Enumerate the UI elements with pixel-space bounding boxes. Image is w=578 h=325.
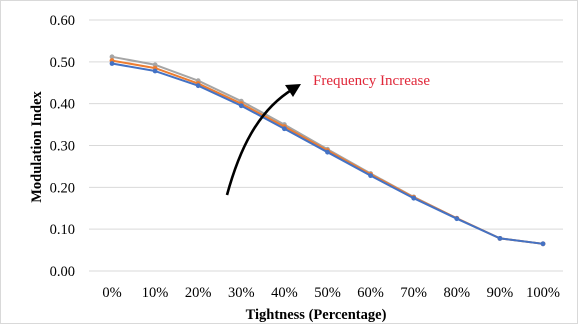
y-tick-label: 0.50 xyxy=(50,55,75,71)
frequency-increase-arrowhead xyxy=(285,84,301,97)
x-tick-label: 50% xyxy=(314,285,341,301)
y-tick-label: 0.40 xyxy=(50,97,75,113)
data-point xyxy=(411,195,417,201)
x-tick-label: 40% xyxy=(271,285,298,301)
y-tick-label: 0.00 xyxy=(50,264,75,280)
data-point xyxy=(152,68,158,74)
x-tick-label: 90% xyxy=(487,285,514,301)
x-tick-label: 20% xyxy=(185,285,212,301)
gridlines xyxy=(89,19,563,272)
x-tick-label: 70% xyxy=(400,285,427,301)
data-point xyxy=(454,216,460,222)
y-tick-label: 0.10 xyxy=(50,222,75,238)
y-axis-title: Modulation Index xyxy=(29,90,45,202)
data-point xyxy=(109,54,115,60)
data-point xyxy=(497,235,503,241)
data-point xyxy=(282,126,287,132)
x-axis-title: Tightness (Percentage) xyxy=(246,307,387,323)
x-tick-labels: 0% 10% 20% 30% 40% 50% 60% 70% 80% 90% 100% xyxy=(102,285,560,301)
data-point xyxy=(195,83,201,89)
x-tick-label: 60% xyxy=(357,285,384,301)
data-point xyxy=(368,173,373,179)
y-tick-label: 0.60 xyxy=(50,13,75,29)
annotation-group: Frequency Increase xyxy=(225,73,430,196)
x-tick-label: 0% xyxy=(102,285,121,301)
frequency-increase-label: Frequency Increase xyxy=(313,73,430,89)
y-tick-label: 0.30 xyxy=(50,139,75,155)
x-tick-label: 10% xyxy=(142,285,169,301)
series-lines xyxy=(109,54,546,247)
data-point xyxy=(540,241,546,247)
y-tick-labels: 0.00 0.10 0.20 0.30 0.40 0.50 0.60 xyxy=(50,13,75,280)
data-point xyxy=(109,61,115,66)
data-point xyxy=(238,103,244,109)
data-point xyxy=(325,149,330,155)
y-tick-label: 0.20 xyxy=(50,180,75,196)
x-tick-label: 100% xyxy=(526,285,560,301)
frequency-increase-arrow xyxy=(225,87,294,196)
x-tick-label: 80% xyxy=(444,285,471,301)
x-tick-label: 30% xyxy=(228,285,255,301)
data-point xyxy=(152,62,158,68)
